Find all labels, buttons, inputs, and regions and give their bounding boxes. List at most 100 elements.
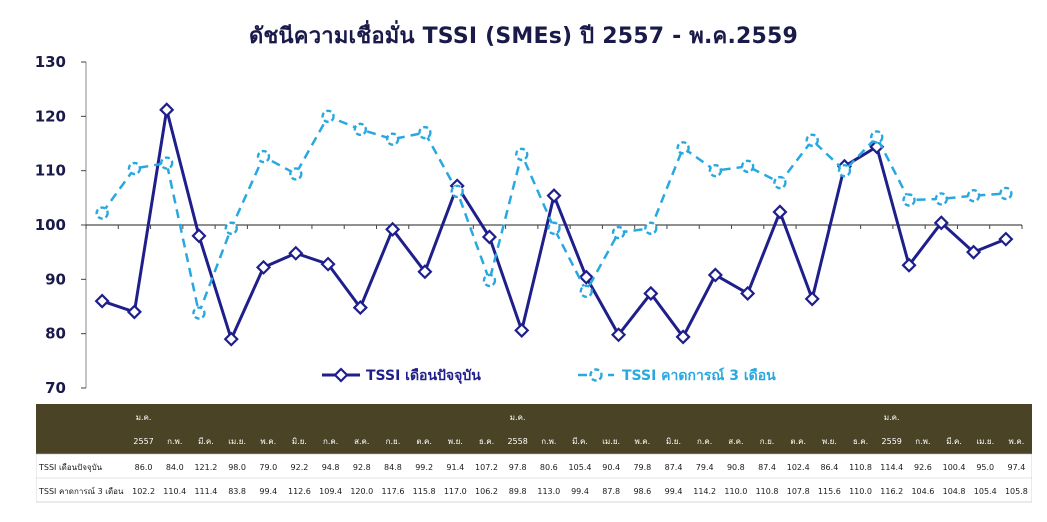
y-tick-label: 130 bbox=[35, 53, 66, 71]
table-cell-value: 79.4 bbox=[696, 463, 714, 472]
point-current bbox=[546, 188, 562, 204]
table-cell-value: 79.0 bbox=[259, 463, 277, 472]
point-current bbox=[191, 228, 207, 244]
table-cell-value: 87.4 bbox=[758, 463, 776, 472]
table-category-label: มี.ค. bbox=[198, 437, 214, 446]
point-current bbox=[514, 322, 530, 338]
point-current bbox=[481, 229, 498, 245]
point-current bbox=[610, 327, 627, 343]
table-cell-value: 100.4 bbox=[943, 463, 966, 472]
point-forecast bbox=[579, 284, 593, 298]
point-current bbox=[933, 215, 949, 231]
table-cell-value: 110.8 bbox=[849, 463, 872, 472]
table-cell-value: 120.0 bbox=[350, 487, 373, 496]
table-category-label: 2559 bbox=[882, 437, 902, 446]
point-forecast bbox=[934, 192, 949, 206]
table-cell-value: 116.2 bbox=[880, 487, 903, 496]
point-forecast bbox=[95, 206, 109, 220]
point-forecast bbox=[773, 175, 787, 190]
table-cell-value: 99.4 bbox=[665, 487, 683, 496]
table-cell-value: 92.2 bbox=[291, 463, 309, 472]
table-cell-value: 105.4 bbox=[974, 487, 997, 496]
table-category-label: พ.ค. bbox=[260, 437, 276, 446]
table-category-label: เม.ย. bbox=[976, 437, 994, 446]
point-forecast bbox=[547, 221, 561, 235]
chart-series bbox=[94, 102, 1014, 347]
table-cell-value: 79.8 bbox=[633, 463, 651, 472]
point-current bbox=[288, 245, 304, 261]
legend-label-forecast: TSSI คาดการณ์ 3 เดือน bbox=[622, 367, 776, 384]
table-cell-value: 95.0 bbox=[976, 463, 994, 472]
table-category-label: มี.ค. bbox=[946, 437, 962, 446]
table-cell-value: 104.6 bbox=[911, 487, 934, 496]
point-forecast bbox=[256, 149, 271, 164]
point-current bbox=[804, 291, 820, 307]
data-table: ม.ค. ม.ค. ม.ค. 2557 ก.พ. มี.ค. เม.ย. พ.ค. มิ.ย. ก… bbox=[36, 404, 1032, 503]
point-forecast bbox=[192, 306, 206, 320]
y-tick-label: 90 bbox=[45, 270, 66, 288]
table-cell-value: 87.4 bbox=[665, 463, 683, 472]
table-cell-value: 98.0 bbox=[228, 463, 246, 472]
table-category-label: พ.ค. bbox=[1009, 437, 1025, 446]
point-current bbox=[385, 221, 401, 237]
point-current bbox=[94, 293, 110, 309]
table-cell-value: 92.8 bbox=[353, 463, 371, 472]
series-forecast-3-months bbox=[95, 109, 1013, 320]
table-cell-value: 97.8 bbox=[509, 463, 527, 472]
point-current bbox=[675, 329, 691, 345]
table-category-label: 2558 bbox=[507, 437, 527, 446]
table-category-label: มิ.ย. bbox=[292, 437, 307, 446]
table-year-month-label: ม.ค. bbox=[136, 413, 152, 422]
point-current bbox=[901, 257, 917, 273]
table-category-label: ธ.ค. bbox=[853, 437, 868, 446]
table-cell-value: 97.4 bbox=[1008, 463, 1026, 472]
table-cell-value: 86.0 bbox=[135, 463, 153, 472]
table-category-label: เม.ย. bbox=[228, 437, 246, 446]
table-category-label: 2557 bbox=[133, 437, 153, 446]
point-forecast bbox=[385, 132, 400, 146]
table-category-label: ต.ค. bbox=[790, 437, 806, 446]
point-forecast bbox=[837, 163, 852, 178]
y-tick-label: 100 bbox=[35, 216, 66, 234]
point-current bbox=[159, 102, 175, 118]
table-category-label: ก.พ. bbox=[541, 437, 556, 446]
point-forecast bbox=[127, 161, 142, 176]
y-tick-label: 70 bbox=[45, 379, 66, 397]
table-cell-value: 80.6 bbox=[540, 463, 558, 472]
point-forecast bbox=[159, 156, 174, 170]
table-cell-value: 112.6 bbox=[288, 487, 311, 496]
point-forecast bbox=[482, 273, 497, 288]
point-forecast bbox=[450, 184, 464, 199]
point-current bbox=[772, 204, 788, 220]
table-cell-value: 110.0 bbox=[724, 487, 747, 496]
point-forecast bbox=[870, 130, 884, 144]
table-header-bg bbox=[36, 404, 1032, 454]
table-cell-value: 109.4 bbox=[319, 487, 342, 496]
table-category-label: เม.ย. bbox=[602, 437, 620, 446]
table-cell-value: 111.4 bbox=[194, 487, 217, 496]
table-cell-value: 107.8 bbox=[787, 487, 810, 496]
point-forecast bbox=[999, 186, 1013, 201]
table-cell-value: 115.8 bbox=[413, 487, 436, 496]
table-cell-value: 94.8 bbox=[322, 463, 340, 472]
point-current bbox=[578, 269, 594, 285]
table-category-label: ก.พ. bbox=[915, 437, 930, 446]
table-cell-value: 117.0 bbox=[444, 487, 467, 496]
table-cell-value: 83.8 bbox=[228, 487, 246, 496]
point-current bbox=[320, 256, 336, 272]
point-forecast bbox=[966, 188, 981, 203]
table-cell-value: 99.2 bbox=[415, 463, 433, 472]
y-tick-label: 120 bbox=[35, 107, 66, 125]
table-category-label: พ.ค. bbox=[634, 437, 650, 446]
table-category-label: ก.พ. bbox=[167, 437, 182, 446]
table-cell-value: 91.4 bbox=[446, 463, 464, 472]
table-category-label: ส.ค. bbox=[354, 437, 369, 446]
point-current bbox=[966, 244, 982, 260]
table-cell-value: 106.2 bbox=[475, 487, 498, 496]
table-cell-value: 107.2 bbox=[475, 463, 498, 472]
table-cell-value: 113.0 bbox=[537, 487, 560, 496]
table-cell-value: 90.4 bbox=[602, 463, 620, 472]
table-cell-value: 105.8 bbox=[1005, 487, 1028, 496]
table-category-label: พ.ย. bbox=[448, 437, 463, 446]
